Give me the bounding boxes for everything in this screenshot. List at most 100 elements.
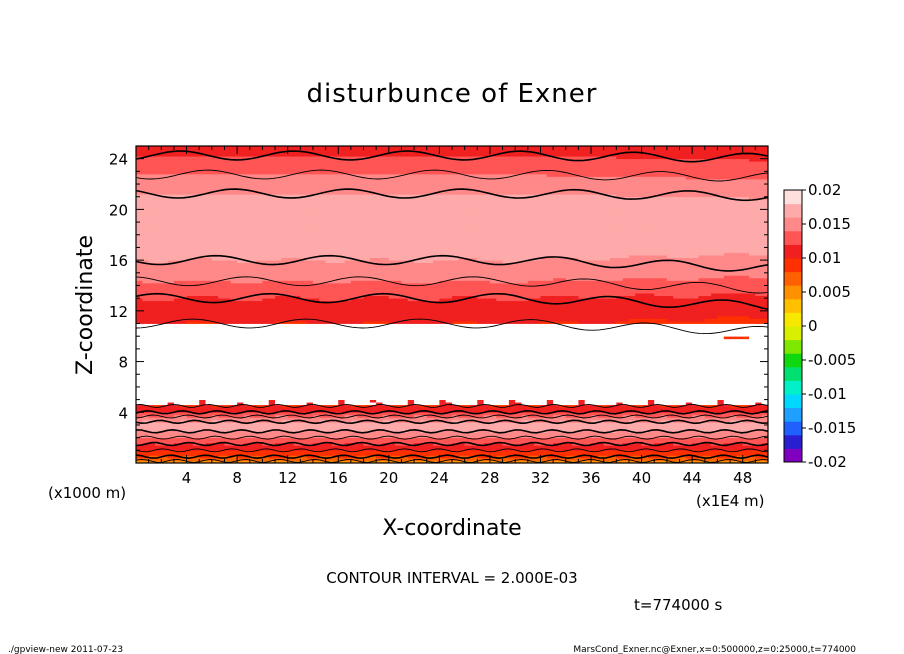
contour-cell: [395, 442, 402, 446]
contour-cell: [515, 424, 522, 428]
contour-cell: [477, 391, 484, 395]
contour-cell: [294, 356, 301, 360]
contour-cell: [730, 359, 737, 362]
contour-cell: [527, 348, 535, 352]
contour-cell: [401, 386, 409, 390]
contour-cell: [433, 389, 440, 393]
contour-cell: [306, 379, 314, 383]
contour-cell: [628, 407, 636, 411]
contour-cell: [357, 356, 364, 360]
contour-cell: [306, 338, 314, 342]
contour-cell: [439, 338, 447, 342]
contour-cell: [426, 364, 434, 368]
contour-cell: [211, 376, 219, 380]
contour-cell: [136, 394, 143, 398]
contour-cell: [622, 386, 630, 390]
contour-cell: [256, 457, 263, 461]
contour-cell: [338, 391, 345, 395]
contour-cell: [496, 359, 503, 362]
contour-cell: [420, 369, 428, 373]
contour-cell: [477, 386, 484, 390]
contour-cell: [344, 422, 352, 426]
contour-cell: [654, 338, 661, 342]
contour-cell: [256, 348, 263, 352]
contour-cell: [395, 417, 402, 421]
contour-cell: [230, 389, 238, 393]
contour-cell: [489, 376, 497, 380]
contour-cell: [382, 437, 390, 441]
contour-cell: [426, 424, 434, 428]
contour-cell: [496, 437, 503, 441]
contour-cell: [458, 399, 466, 403]
contour-cell: [205, 353, 213, 357]
contour-cell: [597, 343, 605, 347]
contour-cell: [584, 414, 592, 418]
contour-cell: [483, 430, 491, 433]
contour-cell: [186, 348, 194, 352]
contour-cell: [597, 445, 605, 449]
contour-cell: [192, 336, 200, 340]
contour-cell: [407, 455, 415, 459]
contour-cell: [294, 353, 301, 357]
contour-cell: [755, 435, 763, 439]
contour-cell: [515, 447, 522, 451]
contour-cell: [199, 389, 206, 393]
contour-cell: [186, 435, 194, 439]
contour-cell: [755, 371, 763, 375]
contour-cell: [186, 424, 194, 428]
contour-cell: [635, 351, 642, 355]
contour-cell: [376, 341, 383, 345]
contour-cell: [388, 379, 396, 383]
contour-cell: [350, 351, 358, 355]
contour-cell: [673, 356, 680, 360]
contour-cell: [553, 336, 560, 340]
contour-cell: [736, 397, 744, 400]
contour-cell: [161, 369, 168, 373]
contour-cell: [363, 389, 371, 393]
contour-cell: [407, 343, 415, 347]
contour-cell: [420, 386, 428, 390]
contour-cell: [306, 369, 314, 373]
contour-cell: [136, 348, 143, 352]
contour-cell: [458, 442, 466, 446]
contour-cell: [338, 351, 345, 355]
contour-cell: [464, 359, 472, 362]
contour-cell: [350, 457, 358, 461]
contour-cell: [414, 346, 421, 350]
contour-cell: [205, 381, 213, 385]
contour-cell: [736, 351, 744, 355]
contour-cell: [148, 452, 156, 456]
contour-cell: [407, 404, 415, 408]
contour-cell: [249, 394, 257, 398]
contour-cell: [458, 386, 466, 390]
contour-cell: [401, 369, 409, 373]
contour-cell: [224, 430, 232, 433]
contour-cell: [603, 384, 611, 388]
contour-cell: [154, 391, 162, 395]
contour-cell: [167, 394, 175, 398]
contour-cell: [186, 341, 194, 345]
contour-cell: [306, 437, 314, 441]
contour-cell: [704, 430, 712, 433]
contour-cell: [262, 346, 270, 350]
contour-cell: [711, 402, 718, 406]
contour-cell: [325, 445, 333, 449]
contour-cell: [357, 376, 364, 380]
contour-cell: [483, 402, 491, 406]
contour-cell: [635, 348, 642, 352]
contour-cell: [426, 371, 434, 375]
contour-cell: [268, 442, 276, 446]
contour-cell: [742, 419, 750, 423]
contour-cell: [628, 336, 636, 340]
contour-cell: [730, 457, 737, 461]
contour-cell: [470, 407, 478, 411]
contour-cell: [584, 407, 592, 411]
contour-cell: [369, 391, 377, 395]
contour-cell: [294, 376, 301, 380]
contour-cell: [603, 430, 611, 433]
contour-cell: [287, 341, 295, 345]
contour-cell: [628, 371, 636, 375]
contour-cell: [711, 435, 718, 439]
contour-cell: [205, 369, 213, 373]
contour-cell: [218, 371, 225, 375]
